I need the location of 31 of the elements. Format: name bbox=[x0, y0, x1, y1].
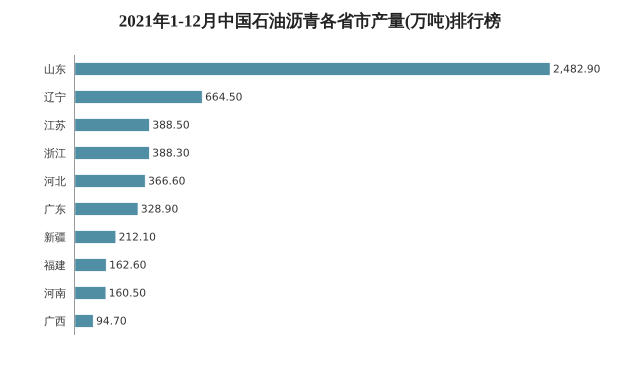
bar bbox=[75, 146, 150, 160]
bar bbox=[75, 258, 106, 272]
y-tick-label: 江苏 bbox=[44, 118, 66, 132]
bar bbox=[75, 118, 150, 132]
y-tick-label: 浙江 bbox=[44, 146, 66, 160]
bar bbox=[75, 202, 138, 216]
data-label: 160.50 bbox=[108, 286, 146, 300]
data-label: 162.60 bbox=[109, 258, 147, 272]
chart-title: 2021年1-12月中国石油沥青各省市产量(万吨)排行榜 bbox=[118, 12, 502, 31]
data-label: 328.90 bbox=[140, 202, 178, 216]
y-tick-label: 福建 bbox=[44, 258, 66, 272]
y-tick-label: 山东 bbox=[44, 62, 66, 76]
data-label: 388.30 bbox=[152, 146, 190, 160]
bar bbox=[75, 314, 94, 328]
y-tick-label: 河南 bbox=[44, 286, 66, 300]
data-label: 366.60 bbox=[148, 174, 186, 188]
y-tick-label: 新疆 bbox=[44, 230, 66, 244]
y-tick-label: 广东 bbox=[44, 202, 66, 216]
data-label: 2,482.90 bbox=[553, 62, 601, 76]
y-tick-label: 辽宁 bbox=[44, 90, 66, 104]
y-tick-label: 河北 bbox=[44, 174, 66, 188]
bar bbox=[75, 286, 106, 300]
data-label: 664.50 bbox=[205, 90, 243, 104]
bar bbox=[75, 230, 116, 244]
data-label: 212.10 bbox=[118, 230, 156, 244]
data-label: 388.50 bbox=[152, 118, 190, 132]
bar bbox=[75, 90, 202, 104]
bar bbox=[75, 174, 146, 188]
data-label: 94.70 bbox=[96, 314, 127, 328]
bar bbox=[75, 62, 550, 76]
y-tick-label: 广西 bbox=[44, 314, 66, 328]
